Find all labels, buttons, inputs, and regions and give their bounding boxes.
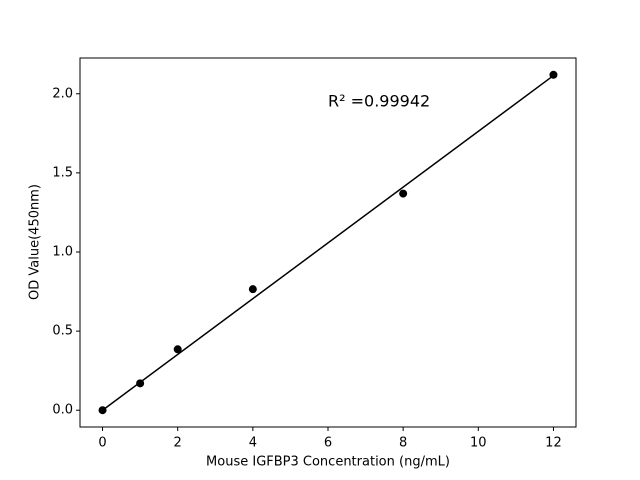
data-point: [248, 285, 257, 294]
y-tick-label: 0.5: [52, 324, 73, 339]
x-tick-label: 8: [399, 436, 407, 451]
x-tick-label: 6: [324, 436, 332, 451]
x-tick-label: 0: [98, 436, 106, 451]
data-point: [173, 345, 182, 354]
y-tick-label: 1.0: [52, 244, 73, 259]
data-point: [98, 406, 107, 415]
plot-frame: [79, 57, 577, 428]
x-tick-label: 12: [545, 436, 562, 451]
y-tick-label: 1.5: [52, 165, 73, 180]
annotation: R² =0.99942: [328, 92, 430, 111]
data-point: [136, 379, 145, 388]
data-point: [399, 189, 408, 198]
x-tick-label: 2: [174, 436, 182, 451]
fit-line: [102, 74, 554, 411]
y-tick-label: 2.0: [52, 86, 73, 101]
x-tick-label: 10: [470, 436, 487, 451]
y-tick-label: 0.0: [52, 403, 73, 418]
y-axis-label: OD Value(450nm): [28, 184, 43, 300]
x-axis-label: Mouse IGFBP3 Concentration (ng/mL): [206, 455, 450, 470]
data-point: [549, 70, 558, 79]
x-tick-label: 4: [249, 436, 257, 451]
